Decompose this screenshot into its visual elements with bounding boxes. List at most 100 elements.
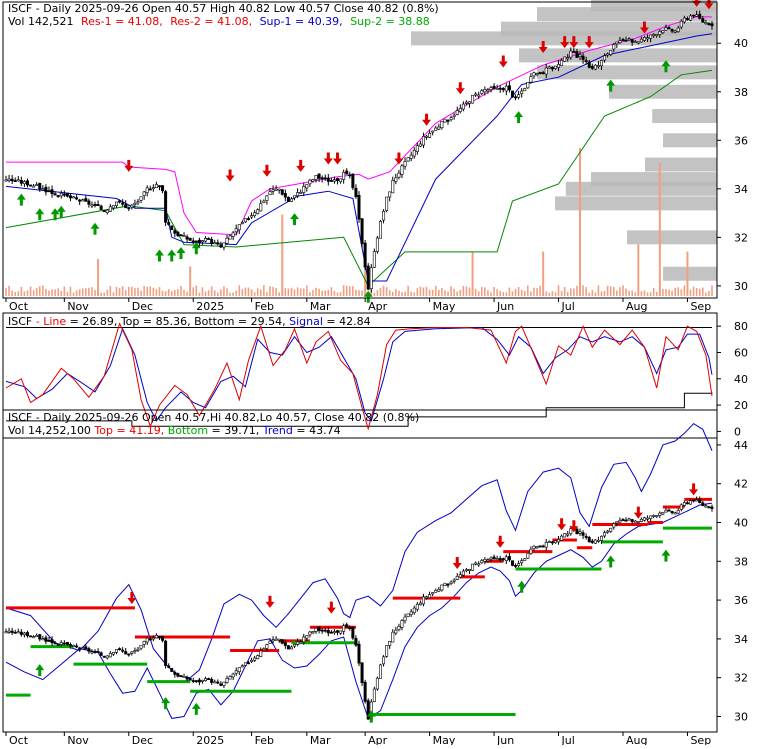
trend-candle [661,512,665,515]
buy-arrow-icon [191,702,201,715]
volume-bar [250,289,253,296]
volume-bar [505,292,508,296]
price-candle [197,239,201,244]
trend-candle [72,644,76,647]
price-candle [446,119,450,122]
volume-bar [711,285,713,296]
price-candle [345,170,349,175]
price-candle [102,210,106,213]
trend-candle [256,655,260,660]
stochastic-line-name: - Line [32,315,66,328]
trend-y-axis: 30 32 34 36 38 40 42 44 [717,439,748,723]
volume-bar [511,291,514,296]
trend-candle [332,631,336,634]
trend-y-tick-label: 36 [734,594,748,607]
volume-profile-bar [652,109,717,124]
price-candle [200,240,204,243]
trend-candle [296,641,300,645]
volume-bar [241,289,244,296]
sell-arrow-icon [569,520,579,533]
price-candle [461,103,465,110]
volume-bar [459,289,462,296]
trend-candle [655,515,659,517]
price-candle [161,185,165,192]
volume-bar [118,287,121,296]
trend-candle [517,563,521,566]
trend-candle [658,512,662,516]
price-candle [265,195,269,201]
trend-candle [118,648,122,651]
volume-bar [35,288,38,296]
stochastic-signal-value: = 42.84 [323,315,371,328]
volume-bar [42,285,44,296]
volume-bar [339,292,342,296]
volume-bar [207,290,210,296]
price-candle [652,34,656,36]
price-candle [354,187,358,197]
trend-candle [173,671,177,675]
volume-bar [619,287,621,296]
sell-arrow-icon [124,159,134,172]
price-candle [182,235,186,238]
trend-candle [673,512,677,515]
trend-candle [16,631,20,634]
volume-bar [17,291,20,296]
trend-candle [375,677,379,690]
price-candle [296,192,300,196]
volume-bar [447,291,449,296]
price-candle [415,145,419,152]
price-candle [587,61,591,68]
price-candle [581,55,585,60]
stochastic-panel-plot [5,322,713,431]
volume-bar [582,285,584,296]
price-candle [397,172,401,178]
trend-line-name: Trend [259,424,293,437]
volume-bar [259,289,262,296]
volume-bar [183,289,185,296]
price-candle [314,175,318,180]
price-candle [259,203,263,212]
trend-candle [538,545,542,548]
trend-candle [191,680,195,682]
volume-bar [453,288,455,296]
price-candle [72,196,76,199]
sell-arrow-icon [323,152,333,165]
volume-bar [45,288,47,296]
price-candle [253,212,257,216]
price-candle [62,193,66,196]
trend-candle [357,643,361,664]
volume-bar [333,290,336,296]
trend-candle [351,626,355,639]
volume-bar [309,292,311,296]
price-candle [603,55,607,61]
trend-top-label: Top = 41.19, [91,424,164,437]
trend-candle [115,649,119,653]
price-candle [369,267,373,290]
volume-bar [85,288,87,296]
price-candle [400,165,404,175]
sup2-label: Sup-2 = 38.88 [350,15,430,28]
trend-candle [569,528,573,534]
price-candle [124,204,128,209]
volume-spike [637,244,640,296]
sell-arrow-icon [495,535,505,548]
trend-candle [56,643,60,646]
price-candle [707,23,711,26]
trend-candle [108,652,112,658]
trend-candle [102,655,106,658]
trend-candle [268,640,272,644]
stochastic-y-tick-label: 20 [734,399,748,412]
volume-bar [266,292,268,296]
trend-candle [207,678,211,681]
trend-candle [29,635,33,638]
price-candle [41,188,45,191]
price-candle [136,201,140,204]
sell-arrow-icon [394,152,404,165]
price-candle [329,180,333,182]
volume-bar [51,289,53,296]
volume-bar [149,286,152,296]
price-candle [418,143,422,147]
volume-bar [407,285,409,296]
trend-candle [366,700,370,720]
